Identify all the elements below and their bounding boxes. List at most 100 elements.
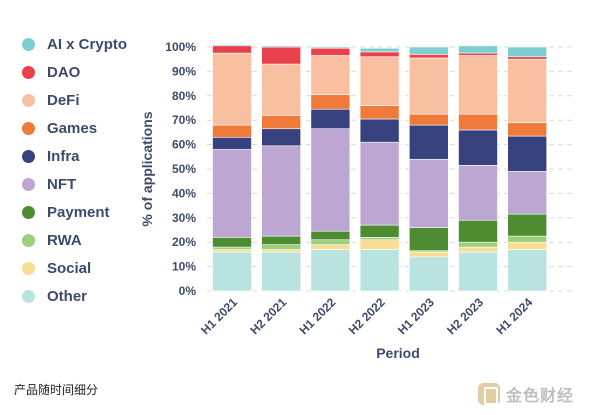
y-tick-label: 70% xyxy=(172,113,196,127)
x-tick-label: H1 2021 xyxy=(198,295,240,337)
legend-swatch xyxy=(22,149,35,163)
y-tick-label: 0% xyxy=(179,284,197,298)
bar-segment xyxy=(507,171,548,215)
y-tick-label: 50% xyxy=(172,162,196,176)
legend-item: DAO xyxy=(22,58,127,86)
bar-segment xyxy=(408,113,449,126)
legend-label: NFT xyxy=(47,175,77,193)
legend-swatch xyxy=(22,37,35,51)
bar-segment xyxy=(359,239,400,250)
bar-segment xyxy=(507,46,548,58)
bar-segment xyxy=(310,108,351,130)
watermark: 金色财经 xyxy=(478,382,574,406)
legend-label: DeFi xyxy=(47,91,80,109)
bar-segment xyxy=(212,52,252,126)
y-tick-label: 80% xyxy=(172,89,196,103)
y-tick-label: 100% xyxy=(165,40,196,54)
legend-swatch xyxy=(22,233,35,247)
bar-segment xyxy=(408,251,449,258)
bar-segment xyxy=(458,219,498,243)
bar-segment xyxy=(408,124,449,160)
legend-item: NFT xyxy=(22,170,127,198)
x-tick-label: H1 2022 xyxy=(297,295,339,337)
legend-item: Other xyxy=(22,282,127,310)
bar-segment xyxy=(310,244,351,250)
legend-item: Social xyxy=(22,254,127,282)
bar-segment xyxy=(261,115,302,130)
legend-label: Payment xyxy=(47,203,110,221)
bar-segment xyxy=(458,165,498,221)
legend-swatch xyxy=(22,93,35,107)
bar-segment xyxy=(359,249,400,292)
x-tick-label: H1 2023 xyxy=(395,295,437,337)
bar-segment xyxy=(507,58,548,123)
bar-segment xyxy=(261,145,302,237)
watermark-logo-icon xyxy=(478,383,500,405)
y-tick-label: 90% xyxy=(172,64,196,78)
bar-segment xyxy=(458,52,498,56)
bar-segment xyxy=(261,251,302,292)
bar-segment xyxy=(359,47,400,53)
bar-segment xyxy=(458,113,498,131)
x-tick-label: H2 2021 xyxy=(247,295,289,337)
bar-segment xyxy=(261,45,302,48)
legend-item: Payment xyxy=(22,198,127,226)
bar-segment xyxy=(458,251,498,292)
bar-segment xyxy=(261,249,302,253)
bar-segment xyxy=(507,241,548,250)
y-tick-label: 40% xyxy=(172,186,196,200)
legend-label: Social xyxy=(47,259,92,277)
bar-segment xyxy=(507,135,548,172)
legend-label: AI x Crypto xyxy=(47,35,128,53)
bar-segment xyxy=(212,249,252,253)
legend-item: Infra xyxy=(22,142,127,170)
bar-segment xyxy=(507,249,548,292)
y-tick-label: 10% xyxy=(172,260,196,274)
bar-segment xyxy=(212,44,252,47)
legend-label: Other xyxy=(47,287,88,305)
bar-segment xyxy=(212,237,252,248)
bar-segment xyxy=(458,246,498,253)
bar-segment xyxy=(408,54,449,59)
bar-segment xyxy=(359,56,400,106)
bar-segment xyxy=(212,149,252,238)
bar-segment xyxy=(507,56,548,60)
legend-label: DAO xyxy=(47,63,81,81)
bar-segment xyxy=(261,235,302,245)
bar-segment xyxy=(212,45,252,54)
x-tick-label: H2 2022 xyxy=(346,295,388,337)
bar-segment xyxy=(310,239,351,245)
bar-segment xyxy=(359,51,400,58)
bar-segment xyxy=(359,141,400,226)
bar-segment xyxy=(310,55,351,95)
bar-segment xyxy=(212,251,252,292)
footer-caption: 产品随时间细分 xyxy=(14,383,99,397)
x-tick-label: H2 2023 xyxy=(444,295,486,337)
legend-swatch xyxy=(22,289,35,303)
bar-segment xyxy=(310,47,351,56)
legend-swatch xyxy=(22,177,35,191)
bar-segment xyxy=(310,249,351,292)
bar-segment xyxy=(261,46,302,65)
bar-segment xyxy=(310,94,351,110)
watermark-text: 金色财经 xyxy=(506,388,575,405)
bar-segment xyxy=(212,246,252,250)
bar-segment xyxy=(359,118,400,143)
bar-segment xyxy=(408,256,449,292)
legend-swatch xyxy=(22,261,35,275)
bar-segment xyxy=(458,129,498,166)
bar-segment xyxy=(310,128,351,232)
x-tick-label: H1 2024 xyxy=(493,295,535,337)
bar-segment xyxy=(212,124,252,138)
bar-segment xyxy=(310,230,351,241)
bar-segment xyxy=(359,224,400,238)
bar-segment xyxy=(408,46,449,55)
legend-swatch xyxy=(22,121,35,135)
bar-segment xyxy=(458,45,498,54)
bar-segment xyxy=(261,128,302,147)
stacked-bar-chart: 0% 10% 20% 30% 40% 50% 60% 70% 80% 90% 100% H1 2021… xyxy=(139,40,575,361)
bar-segment xyxy=(507,235,548,243)
legend-label: Infra xyxy=(47,147,80,165)
bar-segment xyxy=(261,244,302,250)
bar-segment xyxy=(261,63,302,116)
